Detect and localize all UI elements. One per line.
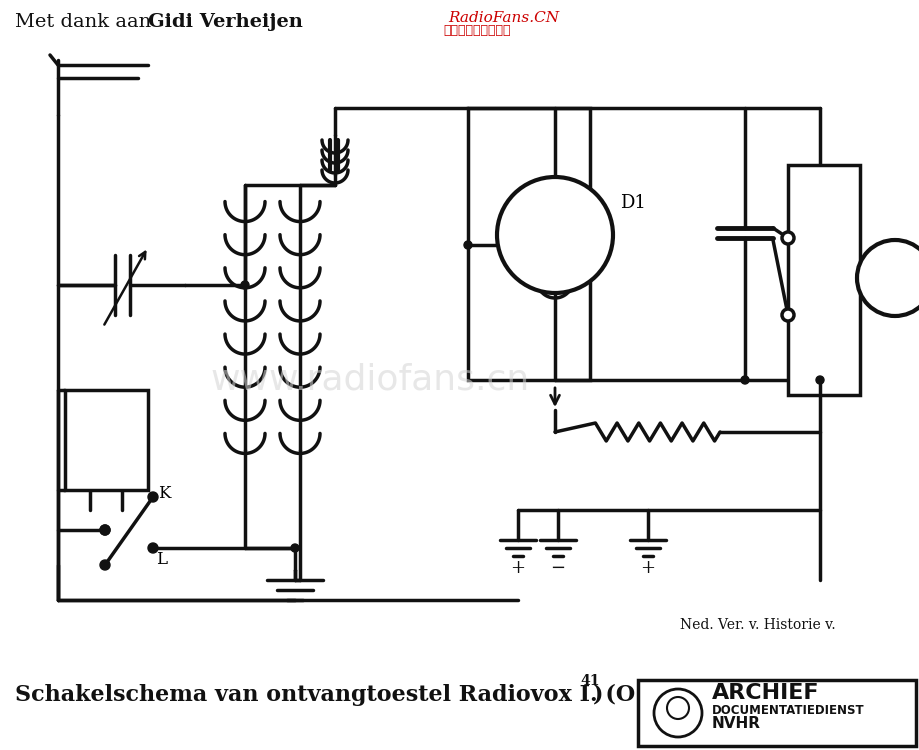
Text: Schakelschema van ontvangtoestel Radiovox I. (O: Schakelschema van ontvangtoestel Radiovo… (15, 684, 634, 706)
Text: +: + (510, 559, 525, 577)
Circle shape (148, 492, 158, 502)
Circle shape (463, 241, 471, 249)
Text: +: + (640, 559, 654, 577)
Circle shape (653, 689, 701, 737)
Text: ARCHIEF: ARCHIEF (711, 683, 819, 703)
Circle shape (815, 376, 823, 384)
Text: Met dank aan: Met dank aan (15, 13, 157, 31)
Circle shape (100, 525, 110, 535)
Circle shape (100, 525, 110, 535)
Text: 收音机爱好者资料库: 收音机爱好者资料库 (443, 25, 510, 38)
Text: D1: D1 (619, 194, 645, 212)
Circle shape (290, 544, 299, 552)
Circle shape (666, 697, 688, 719)
Text: Gidi Verheijen: Gidi Verheijen (148, 13, 302, 31)
Circle shape (781, 309, 793, 321)
Bar (637, 680, 915, 746)
Text: RadioFans.CN: RadioFans.CN (448, 11, 559, 25)
Circle shape (781, 232, 793, 244)
Circle shape (740, 376, 748, 384)
Circle shape (496, 177, 612, 293)
Text: 41: 41 (579, 674, 599, 688)
Bar (65, 390, 148, 490)
Text: NVHR: NVHR (711, 716, 760, 731)
Text: L: L (156, 551, 167, 568)
Text: K: K (158, 485, 170, 502)
Text: ): ) (593, 684, 603, 706)
Circle shape (781, 232, 793, 244)
Text: −: − (550, 559, 565, 577)
Bar (788, 165, 859, 395)
Circle shape (241, 281, 249, 289)
Text: www.radiofans.cn: www.radiofans.cn (210, 363, 529, 397)
Text: Ned. Ver. v. Historie v.: Ned. Ver. v. Historie v. (679, 618, 834, 632)
Circle shape (100, 560, 110, 570)
Text: DOCUMENTATIEDIENST: DOCUMENTATIEDIENST (711, 704, 864, 716)
Bar (468, 108, 589, 380)
Circle shape (857, 240, 919, 316)
Circle shape (148, 543, 158, 553)
